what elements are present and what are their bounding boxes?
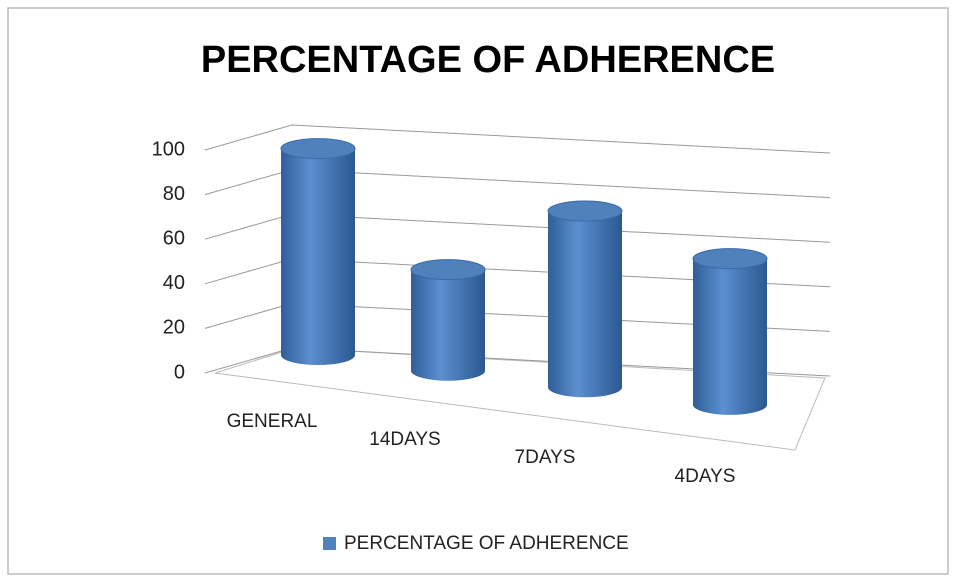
- bar-top: [692, 248, 768, 270]
- legend-swatch: [323, 537, 336, 550]
- bar: [548, 211, 622, 398]
- floor: [214, 347, 826, 451]
- bar: [411, 269, 485, 381]
- x-tick-label: 4DAYS: [675, 466, 736, 487]
- x-tick-label: 7DAYS: [515, 447, 576, 468]
- chart-title: PERCENTAGE OF ADHERENCE: [201, 39, 775, 81]
- x-tick-label: 14DAYS: [369, 429, 440, 450]
- bar: [693, 258, 767, 415]
- y-tick-label: 100: [152, 138, 185, 160]
- y-tick-label: 0: [174, 361, 185, 383]
- x-tick-label: GENERAL: [227, 411, 318, 432]
- bar-top: [280, 138, 356, 160]
- legend-label: PERCENTAGE OF ADHERENCE: [344, 533, 629, 554]
- y-tick-label: 40: [163, 272, 185, 294]
- y-tick-label: 60: [163, 227, 185, 249]
- y-tick-label: 80: [163, 183, 185, 205]
- bar-top: [410, 259, 486, 281]
- bar-top: [547, 200, 623, 222]
- grid-line: [204, 124, 831, 154]
- y-tick-label: 20: [163, 317, 185, 339]
- bar: [281, 148, 355, 365]
